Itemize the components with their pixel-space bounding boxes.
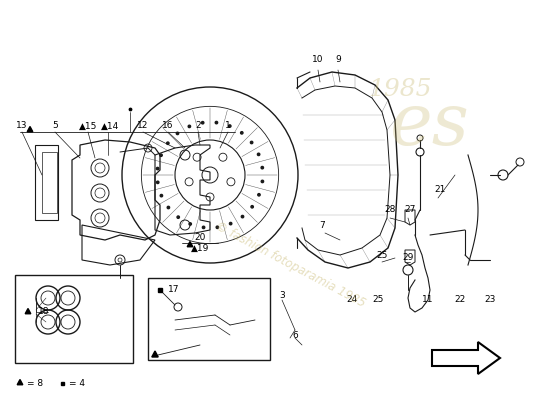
- Text: 11: 11: [422, 296, 434, 304]
- Circle shape: [241, 216, 244, 218]
- Text: 23: 23: [485, 296, 496, 304]
- Circle shape: [160, 154, 162, 156]
- Text: = 8: = 8: [27, 378, 43, 388]
- Text: 28: 28: [384, 206, 395, 214]
- Circle shape: [167, 142, 169, 144]
- Text: 13: 13: [16, 122, 28, 130]
- Polygon shape: [17, 380, 23, 385]
- Polygon shape: [27, 126, 33, 132]
- Text: 17: 17: [168, 286, 179, 294]
- Text: 2: 2: [195, 122, 201, 130]
- Circle shape: [157, 181, 159, 184]
- Circle shape: [167, 206, 169, 209]
- Text: 20: 20: [194, 234, 206, 242]
- Text: 25: 25: [372, 296, 384, 304]
- Text: © fashion fotoparamia 1985: © fashion fotoparamia 1985: [213, 220, 367, 310]
- Circle shape: [201, 122, 204, 124]
- Circle shape: [156, 167, 159, 170]
- Circle shape: [257, 153, 260, 156]
- Text: ▲15: ▲15: [79, 122, 97, 130]
- Text: 16: 16: [162, 122, 174, 130]
- Circle shape: [261, 180, 263, 183]
- Circle shape: [177, 216, 179, 218]
- Text: 6: 6: [292, 330, 298, 340]
- Text: 27: 27: [404, 206, 416, 214]
- Polygon shape: [187, 242, 193, 247]
- Circle shape: [202, 226, 205, 229]
- Text: ▲14: ▲14: [101, 122, 119, 130]
- Circle shape: [229, 125, 231, 127]
- Circle shape: [216, 226, 218, 228]
- Circle shape: [160, 194, 163, 197]
- Text: 5: 5: [52, 122, 58, 130]
- Polygon shape: [152, 351, 158, 357]
- Circle shape: [177, 132, 179, 134]
- Text: es: es: [390, 90, 470, 160]
- Circle shape: [188, 125, 190, 128]
- Circle shape: [189, 223, 191, 225]
- Text: 10: 10: [312, 56, 324, 64]
- Text: 1: 1: [225, 122, 231, 130]
- Text: 7: 7: [319, 222, 325, 230]
- Text: = 4: = 4: [69, 378, 85, 388]
- Text: 21: 21: [434, 186, 446, 194]
- Text: 9: 9: [335, 56, 341, 64]
- Text: ▲19: ▲19: [191, 244, 209, 252]
- Circle shape: [251, 206, 254, 208]
- Circle shape: [229, 222, 232, 225]
- Circle shape: [215, 121, 218, 124]
- Text: 1985: 1985: [368, 78, 432, 102]
- Text: 29: 29: [402, 254, 414, 262]
- Circle shape: [250, 141, 253, 144]
- Text: 24: 24: [346, 296, 358, 304]
- Bar: [158, 288, 162, 292]
- Text: 3: 3: [279, 290, 285, 300]
- Text: 25: 25: [376, 250, 388, 260]
- Text: 12: 12: [138, 122, 148, 130]
- Text: 18: 18: [38, 308, 50, 316]
- Circle shape: [240, 132, 243, 134]
- Bar: [60, 382, 63, 384]
- Polygon shape: [25, 308, 31, 314]
- Circle shape: [261, 166, 263, 169]
- Circle shape: [258, 194, 260, 196]
- Text: 22: 22: [454, 296, 466, 304]
